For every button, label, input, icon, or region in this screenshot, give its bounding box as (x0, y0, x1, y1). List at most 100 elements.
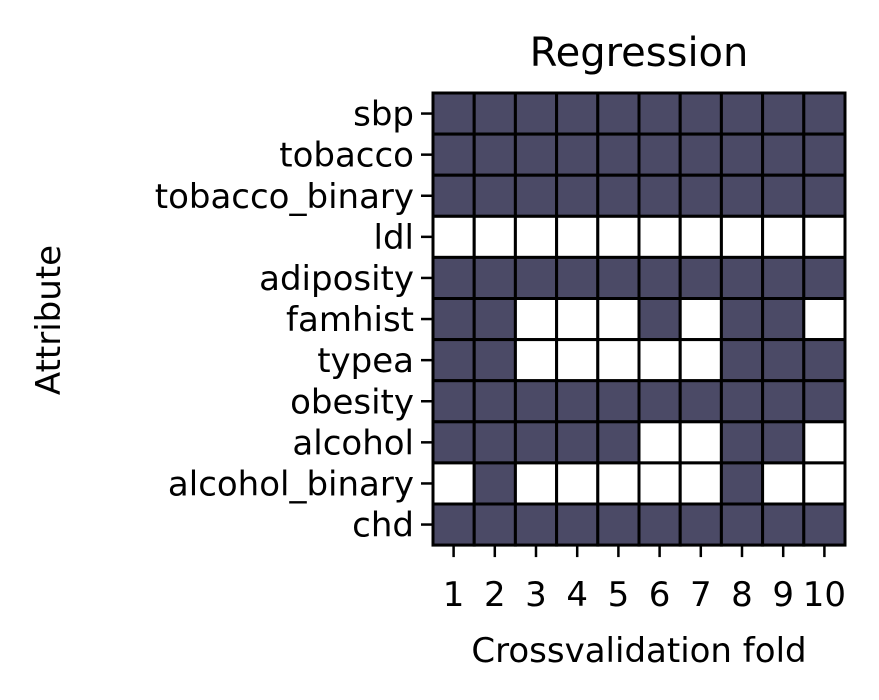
heatmap-cell-alcohol_binary-1 (431, 461, 476, 506)
heatmap-cell-tobacco_binary-7 (678, 173, 723, 218)
heatmap-cell-ldl-7 (678, 214, 723, 259)
heatmap-cell-sbp-9 (761, 91, 806, 136)
heatmap-cell-typea-5 (596, 338, 641, 383)
heatmap-cell-obesity-3 (513, 379, 559, 424)
heatmap-cell-famhist-2 (472, 297, 517, 342)
heatmap-cell-tobacco-3 (513, 132, 559, 177)
heatmap-cell-alcohol-9 (761, 420, 806, 465)
y-tick-label-sbp: sbp (353, 95, 414, 135)
heatmap-cell-obesity-7 (678, 379, 723, 424)
heatmap-cell-alcohol-6 (637, 420, 682, 465)
x-tick-label-5: 5 (608, 575, 630, 615)
heatmap-cell-alcohol-7 (678, 420, 723, 465)
heatmap-cell-chd-6 (637, 502, 682, 547)
heatmap-cell-adiposity-6 (637, 255, 682, 300)
y-tick-label-obesity: obesity (290, 382, 414, 422)
heatmap-cell-obesity-8 (719, 379, 765, 424)
heatmap-cell-typea-1 (431, 338, 476, 383)
heatmap-cell-chd-2 (472, 502, 517, 547)
x-tick-label-4: 4 (566, 575, 588, 615)
heatmap-cell-alcohol-3 (513, 420, 559, 465)
heatmap-cell-adiposity-8 (719, 255, 765, 300)
heatmap-cell-alcohol_binary-9 (761, 461, 806, 506)
heatmap-cell-alcohol-2 (472, 420, 517, 465)
heatmap-cell-tobacco-7 (678, 132, 723, 177)
heatmap-cell-obesity-1 (431, 379, 476, 424)
heatmap-cell-chd-3 (513, 502, 559, 547)
heatmap-cell-adiposity-1 (431, 255, 476, 300)
heatmap-cell-tobacco-5 (596, 132, 641, 177)
heatmap-cell-famhist-8 (719, 297, 765, 342)
heatmap-cell-tobacco-2 (472, 132, 517, 177)
heatmap-cell-alcohol-10 (802, 420, 847, 465)
x-axis-label: Crossvalidation fold (471, 631, 806, 671)
heatmap-cell-ldl-1 (431, 214, 476, 259)
heatmap-cell-obesity-2 (472, 379, 517, 424)
heatmap-cell-alcohol_binary-7 (678, 461, 723, 506)
x-tick-label-3: 3 (525, 575, 547, 615)
heatmap-cell-chd-8 (719, 502, 765, 547)
heatmap-cell-alcohol_binary-5 (596, 461, 641, 506)
x-tick-label-10: 10 (803, 575, 846, 615)
heatmap-cell-sbp-3 (513, 91, 559, 136)
heatmap-cell-tobacco_binary-10 (802, 173, 847, 218)
y-tick-label-famhist: famhist (286, 300, 414, 340)
heatmap-cell-typea-3 (513, 338, 559, 383)
y-tick-label-tobacco_binary: tobacco_binary (155, 177, 414, 217)
heatmap-cell-adiposity-9 (761, 255, 806, 300)
heatmap-cell-adiposity-3 (513, 255, 559, 300)
heatmap-cell-tobacco-1 (431, 132, 476, 177)
heatmap-cell-alcohol-8 (719, 420, 765, 465)
heatmap-cell-typea-6 (637, 338, 682, 383)
heatmap-cell-typea-7 (678, 338, 723, 383)
heatmap-cell-adiposity-2 (472, 255, 517, 300)
heatmap-cell-typea-9 (761, 338, 806, 383)
heatmap-cell-tobacco-9 (761, 132, 806, 177)
heatmap-cell-tobacco_binary-2 (472, 173, 517, 218)
heatmap-cell-tobacco-8 (719, 132, 765, 177)
heatmap-cell-chd-7 (678, 502, 723, 547)
heatmap-cell-alcohol_binary-10 (802, 461, 847, 506)
heatmap-cell-chd-1 (431, 502, 476, 547)
heatmap-cell-sbp-2 (472, 91, 517, 136)
heatmap-cell-ldl-5 (596, 214, 641, 259)
y-axis-label: Attribute (29, 245, 69, 395)
heatmap-cell-alcohol_binary-8 (719, 461, 765, 506)
y-tick-label-tobacco: tobacco (279, 136, 414, 176)
heatmap-cell-sbp-6 (637, 91, 682, 136)
chart-title: Regression (530, 30, 749, 76)
heatmap-cell-ldl-4 (555, 214, 600, 259)
plot-frame (431, 91, 847, 547)
heatmap-cell-obesity-9 (761, 379, 806, 424)
heatmap-cell-typea-10 (802, 338, 847, 383)
heatmap-cell-ldl-9 (761, 214, 806, 259)
heatmap-cell-tobacco_binary-8 (719, 173, 765, 218)
heatmap-cell-tobacco_binary-6 (637, 173, 682, 218)
heatmap-cell-ldl-8 (719, 214, 765, 259)
heatmap-cell-famhist-3 (513, 297, 559, 342)
heatmap-cell-chd-4 (555, 502, 600, 547)
heatmap-cell-alcohol_binary-4 (555, 461, 600, 506)
heatmap-cell-ldl-10 (802, 214, 847, 259)
heatmap-cell-alcohol-4 (555, 420, 600, 465)
heatmap-cell-alcohol-5 (596, 420, 641, 465)
heatmap-cell-adiposity-4 (555, 255, 600, 300)
x-tick-label-2: 2 (484, 575, 506, 615)
heatmap-cell-tobacco-10 (802, 132, 847, 177)
x-tick-label-6: 6 (649, 575, 671, 615)
heatmap-cell-famhist-1 (431, 297, 476, 342)
heatmap-cell-ldl-6 (637, 214, 682, 259)
x-tick-label-9: 9 (772, 575, 794, 615)
x-tick-label-1: 1 (443, 575, 465, 615)
heatmap-cell-famhist-9 (761, 297, 806, 342)
heatmap-cell-typea-4 (555, 338, 600, 383)
heatmap-cell-obesity-4 (555, 379, 600, 424)
heatmap-cell-tobacco_binary-3 (513, 173, 559, 218)
heatmap-cell-obesity-6 (637, 379, 682, 424)
y-tick-label-alcohol: alcohol (292, 423, 414, 463)
y-tick-label-typea: typea (317, 341, 414, 381)
heatmap-cell-alcohol-1 (431, 420, 476, 465)
heatmap-cell-sbp-8 (719, 91, 765, 136)
heatmap-cell-tobacco_binary-5 (596, 173, 641, 218)
heatmap-cell-chd-9 (761, 502, 806, 547)
